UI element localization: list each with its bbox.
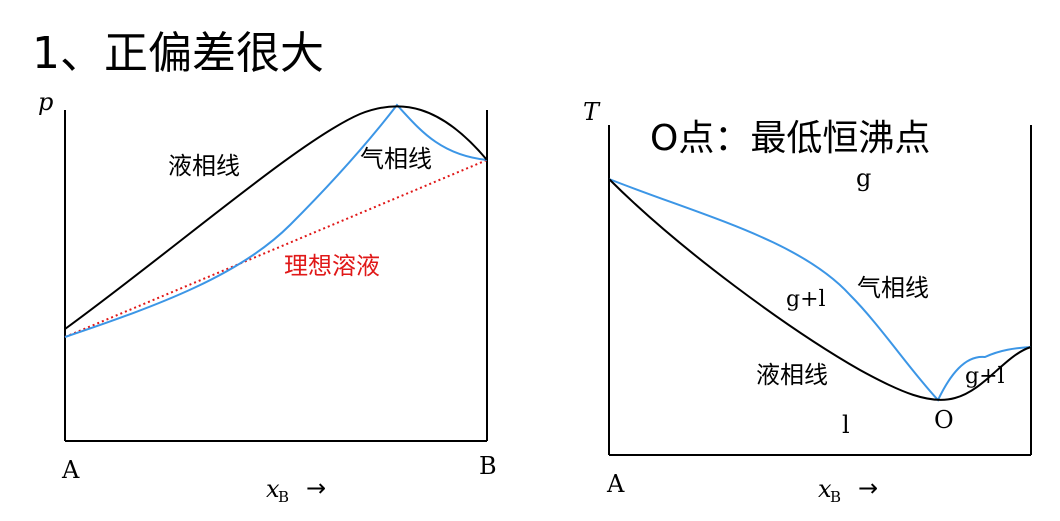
right-x-axis-label: x xyxy=(818,475,832,503)
two-phase-right-label: g+l xyxy=(965,364,1005,389)
right-liquid-curve xyxy=(608,178,1032,401)
left-vapor-curve xyxy=(64,103,488,338)
ideal-solution-line xyxy=(64,159,488,338)
right-diagram-title: O点：最低恒沸点 xyxy=(650,118,930,159)
left-liquid-line-label: 液相线 xyxy=(168,152,240,180)
left-point-b-label: B xyxy=(479,452,497,480)
two-phase-left-label: g+l xyxy=(786,287,826,312)
liquid-region-label: l xyxy=(842,411,850,439)
right-x-arrow-icon: → xyxy=(858,474,878,502)
left-x-axis-subscript: B xyxy=(278,488,289,506)
right-y-axis-label: T xyxy=(583,98,601,126)
gas-region-label: g xyxy=(856,164,871,192)
right-x-axis-subscript: B xyxy=(830,488,841,506)
right-liquid-line-label: 液相线 xyxy=(756,361,828,389)
ideal-solution-label: 理想溶液 xyxy=(284,252,380,280)
left-x-arrow-icon: → xyxy=(306,474,326,502)
left-liquid-curve xyxy=(64,105,488,330)
left-y-axis-label: p xyxy=(38,88,53,116)
right-point-a-label: A xyxy=(606,470,625,498)
right-diagram: T O点：最低恒沸点 A x B → g g+l 气相线 液相线 g+l l O xyxy=(583,98,1032,506)
right-vapor-line-label: 气相线 xyxy=(857,274,929,302)
azeotrope-point-label: O xyxy=(934,406,954,434)
left-diagram: p A B x B → 液相线 气相线 理想溶液 xyxy=(38,88,497,506)
right-vapor-curve xyxy=(608,178,1032,402)
left-point-a-label: A xyxy=(61,456,80,484)
left-x-axis-label: x xyxy=(266,475,280,503)
slide-heading: 1、正偏差很大 xyxy=(32,28,324,79)
left-vapor-line-label: 气相线 xyxy=(360,145,432,173)
